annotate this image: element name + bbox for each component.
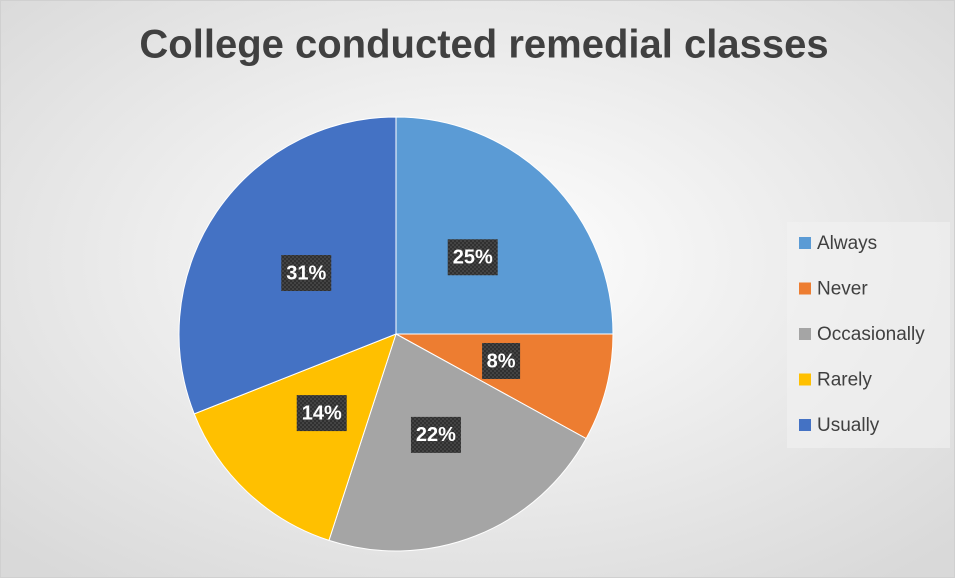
data-label-box — [410, 416, 461, 453]
data-label: 31% — [286, 262, 326, 284]
legend-swatch — [799, 282, 811, 295]
chart-title: College conducted remedial classes — [139, 23, 828, 67]
data-label: 22% — [416, 424, 456, 446]
legend-label: Rarely — [817, 370, 872, 391]
data-label-box — [296, 395, 347, 432]
legend-swatch — [799, 328, 811, 340]
pie-slice — [395, 116, 614, 335]
legend-label: Usually — [817, 415, 880, 436]
legend-label: Never — [817, 279, 868, 300]
legend-swatch — [799, 373, 811, 386]
legend-box — [787, 222, 950, 448]
legend-label: Always — [817, 233, 877, 254]
data-label: 14% — [302, 402, 342, 424]
data-label: 8% — [487, 350, 516, 372]
pie-slice — [395, 333, 614, 440]
data-label-box — [482, 342, 521, 379]
data-label: 25% — [453, 247, 493, 269]
legend-label: Occasionally — [817, 324, 925, 345]
pie-slice — [193, 333, 397, 542]
legend-swatch — [799, 237, 811, 249]
data-label-box — [281, 255, 332, 292]
data-label-box — [447, 239, 498, 276]
legend-swatch — [799, 419, 811, 431]
